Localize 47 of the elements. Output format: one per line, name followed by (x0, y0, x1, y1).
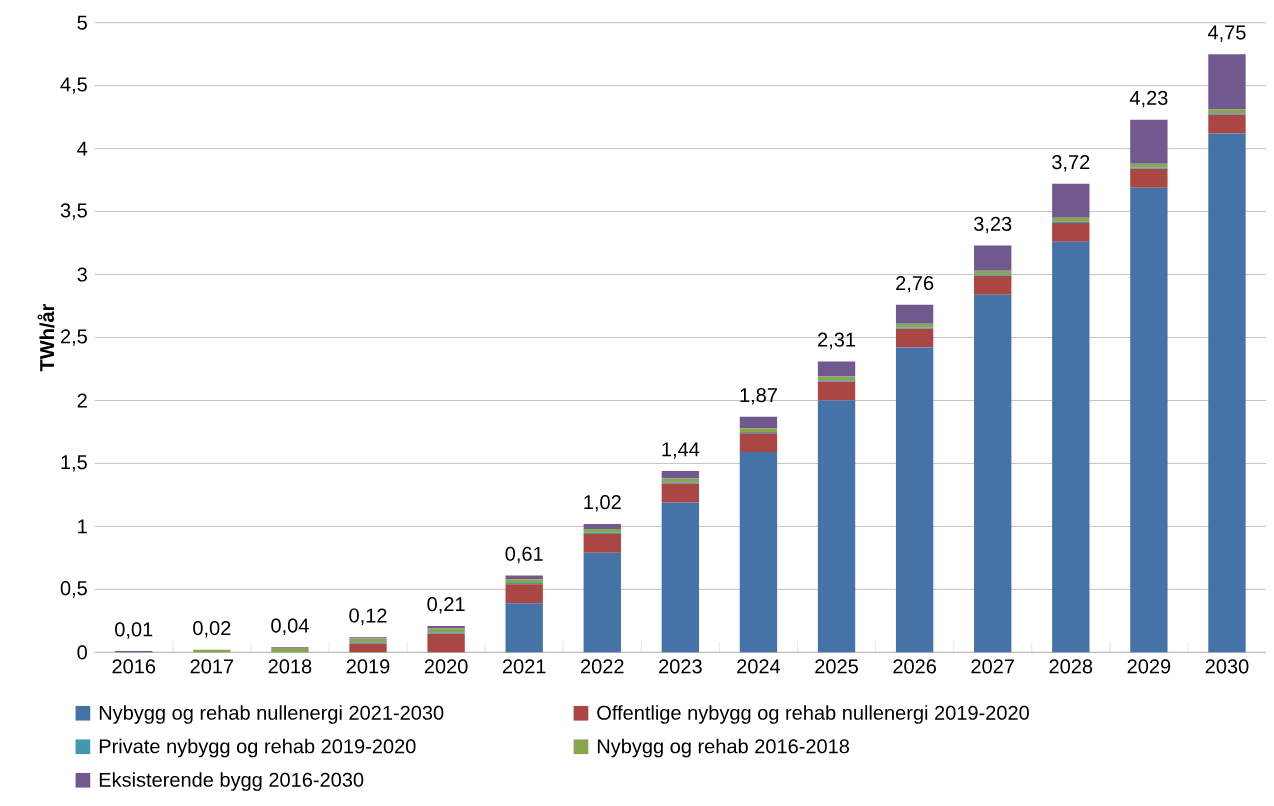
x-tick-label: 2019 (346, 659, 390, 674)
y-tick-label: 5 (77, 15, 87, 30)
x-tick-label: 2020 (424, 659, 468, 674)
y-tick-label: 0 (77, 645, 87, 660)
x-tick-label: 2029 (1127, 659, 1171, 674)
legend-label: Nybygg og rehab nullenergi 2021-2030 (99, 705, 444, 724)
legend-label: Offentlige nybygg og rehab nullenergi 2019-2020 (597, 705, 1029, 724)
x-tick-label: 2025 (815, 659, 858, 674)
y-tick-label: 3 (77, 267, 87, 282)
total-label: 0,21 (427, 597, 465, 614)
total-label: 3,72 (1052, 155, 1090, 172)
total-label: 0,01 (115, 622, 153, 639)
total-label: 1,44 (662, 442, 700, 459)
total-label: 2,31 (818, 332, 856, 350)
y-tick-label: 4 (77, 141, 88, 156)
total-label: 0,12 (349, 608, 387, 626)
total-label: 1,02 (584, 495, 621, 512)
legend-label: Nybygg og rehab 2016-2018 (597, 738, 850, 758)
total-label: 0,61 (505, 546, 543, 564)
x-tick-label: 2024 (737, 659, 781, 674)
y-tick-label: 3,5 (60, 203, 87, 220)
y-tick-label: 1,5 (61, 455, 87, 472)
x-tick-label: 2028 (1049, 659, 1093, 674)
x-tick-label: 2027 (971, 659, 1014, 674)
total-label: 4,75 (1207, 25, 1246, 42)
y-axis-title: TWh/år (37, 304, 55, 372)
total-label: 0,02 (193, 621, 231, 638)
x-tick-label: 2026 (893, 659, 936, 674)
y-tick-label: 2 (77, 393, 87, 408)
total-label: 0,04 (271, 618, 309, 636)
total-label: 4,23 (1129, 90, 1168, 108)
x-tick-label: 2021 (502, 659, 546, 674)
x-tick-label: 2022 (581, 659, 624, 674)
total-label: 3,23 (973, 216, 1012, 234)
x-tick-label: 2023 (659, 659, 702, 674)
x-tick-label: 2016 (112, 659, 156, 674)
total-label: 1,87 (740, 388, 777, 405)
y-tick-label: 4,5 (60, 77, 87, 94)
x-tick-label: 2017 (190, 659, 234, 674)
y-tick-label: 0,5 (60, 581, 87, 598)
y-tick-label: 1 (78, 519, 87, 534)
legend-label: Eksisterende bygg 2016-2030 (99, 772, 364, 791)
x-tick-label: 2030 (1205, 659, 1249, 674)
total-label: 2,76 (896, 276, 934, 293)
y-tick-label: 2,5 (60, 329, 87, 346)
x-tick-label: 2018 (268, 659, 312, 674)
legend-label: Private nybygg og rehab 2019-2020 (99, 738, 416, 758)
